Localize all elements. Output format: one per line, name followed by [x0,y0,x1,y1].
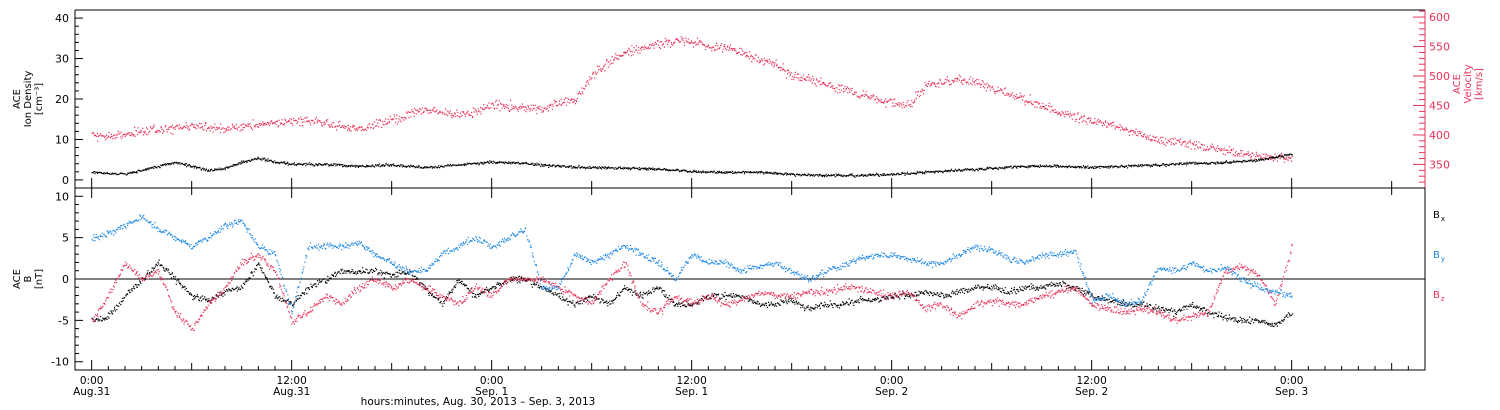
x-tick-date-label: Sep. 3 [1275,386,1308,398]
x-tick-date-label: Aug.31 [73,386,110,398]
b-tick-label: -10 [51,356,69,369]
velocity-tick-label: 350 [1429,158,1450,171]
x-tick-time-label: 12:00 [677,375,707,387]
density-tick-label: 10 [55,133,69,146]
b-axis-title-line: ACE [12,269,23,289]
velocity-tick-label: 400 [1429,129,1450,142]
b-tick-label: 0 [62,273,69,286]
legend-by: By [1433,250,1445,263]
legend-bz: Bz [1433,290,1445,303]
velocity-axis-title-line: ACE [1452,74,1463,94]
velocity-tick-label: 600 [1429,11,1450,24]
b-tick-label: -5 [58,314,69,327]
velocity-axis-title: ACEVelocity[km/s] [1452,64,1485,103]
density-axis-title-line: [cm⁻³] [34,83,45,115]
density-axis-title: ACEIon Density[cm⁻³] [12,71,45,128]
b-axis-title-line: B [23,275,34,282]
x-tick-date-label: Aug.31 [273,386,310,398]
x-axis-label: hours:minutes, Aug. 30, 2013 – Sep. 3, 2… [361,396,596,408]
density-tick-label: 20 [55,93,69,106]
velocity-tick-label: 550 [1429,41,1450,54]
x-tick-date-label: Sep. 1 [475,386,508,398]
density-tick-label: 30 [55,53,69,66]
velocity-points [91,36,1293,163]
b-tick-label: 5 [62,232,69,245]
x-tick-time-label: 12:00 [1077,375,1107,387]
x-tick-time-label: 0:00 [1280,375,1304,387]
b-axis-title-line: [nT] [34,269,45,289]
density-tick-label: 0 [62,174,69,187]
velocity-tick-label: 500 [1429,70,1450,83]
velocity-tick-label: 450 [1429,99,1450,112]
x-tick-date-label: Sep. 1 [675,386,708,398]
x-tick-time-label: 12:00 [277,375,307,387]
density-axis-title-line: Ion Density [23,71,34,128]
legend-subscript: z [1441,295,1445,303]
velocity-axis-title-line: Velocity [1463,64,1474,103]
b-axis-title: ACEB[nT] [12,269,45,289]
by-points [91,214,1293,315]
density-axis-title-line: ACE [12,89,23,109]
velocity-axis-title-line: [km/s] [1474,68,1485,100]
b-tick-label: 10 [55,190,69,203]
x-tick-date-label: Sep. 2 [875,386,908,398]
x-tick-date-label: Sep. 2 [1075,386,1108,398]
density-tick-label: 40 [55,12,69,25]
x-tick-time-label: 0:00 [880,375,904,387]
legend-bx: Bx [1433,210,1445,223]
density-points [91,153,1293,178]
legend-subscript: y [1441,255,1445,263]
x-tick-time-label: 0:00 [480,375,504,387]
legend-subscript: x [1441,215,1445,223]
x-tick-time-label: 0:00 [80,375,104,387]
